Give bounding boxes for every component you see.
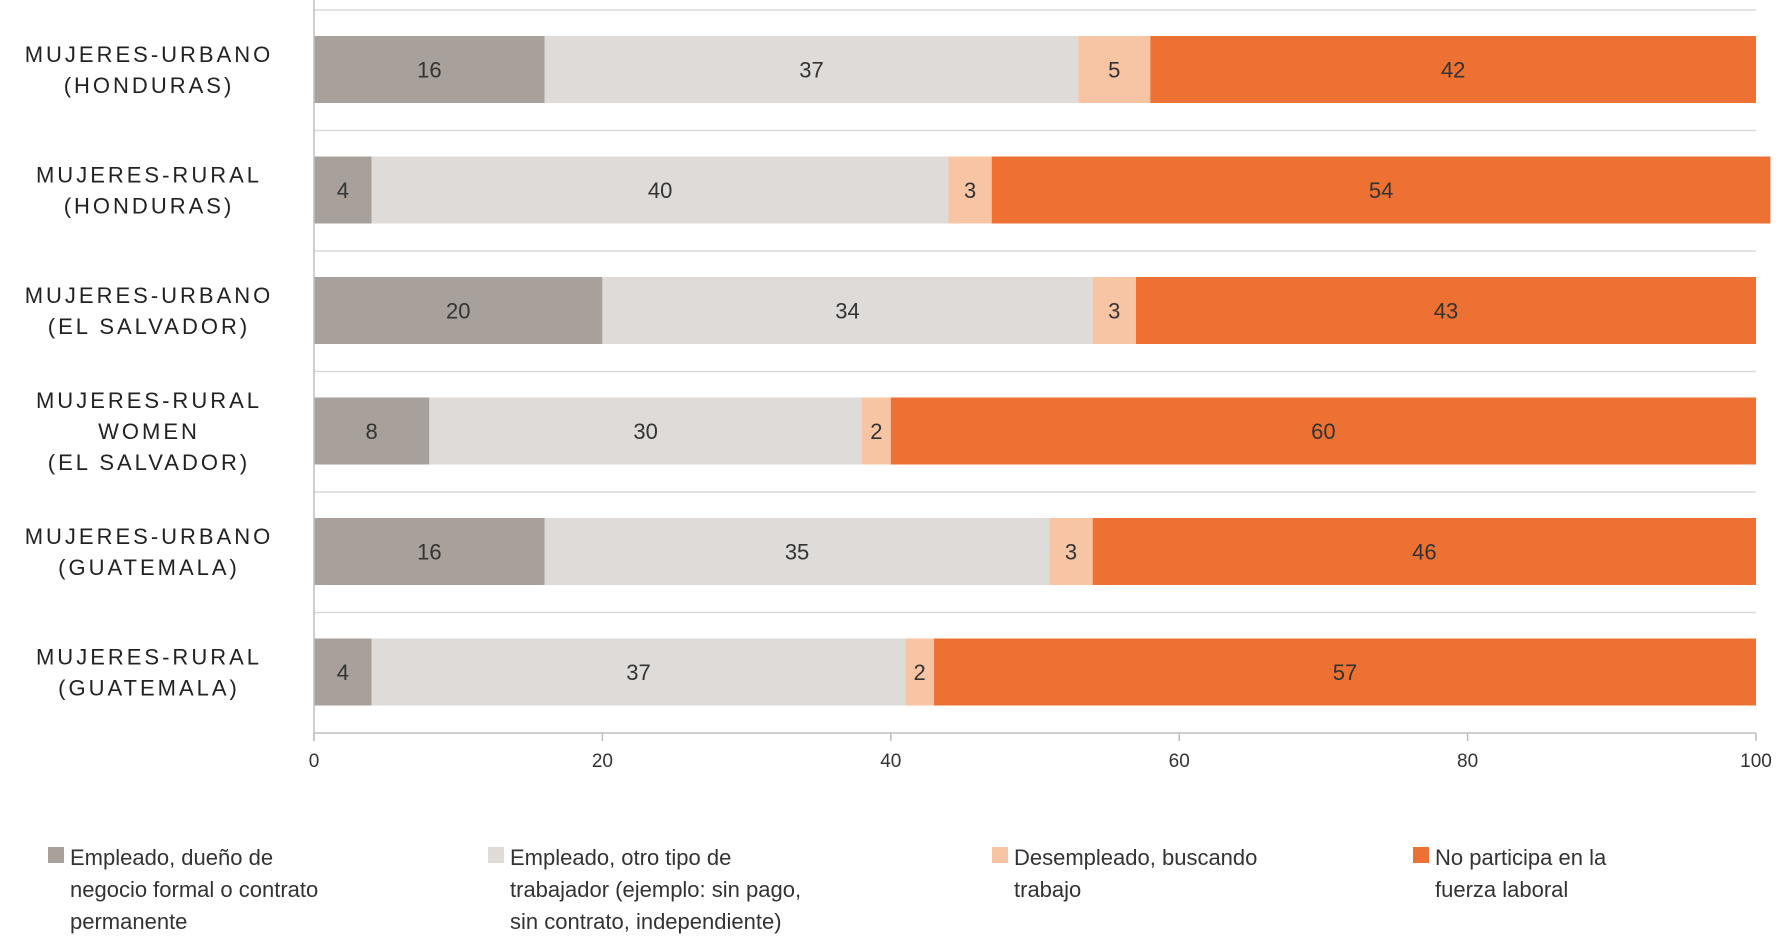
category-label: (EL SALVADOR) bbox=[48, 450, 250, 475]
legend-swatch bbox=[48, 847, 64, 863]
category-label: MUJERES-RURAL bbox=[36, 163, 262, 188]
data-label: 43 bbox=[1434, 299, 1458, 324]
legend-label: Empleado, otro tipo de trabajador (ejemp… bbox=[510, 845, 802, 934]
data-label: 4 bbox=[337, 178, 349, 203]
category-label: (GUATEMALA) bbox=[58, 555, 240, 580]
data-label: 3 bbox=[964, 178, 976, 203]
data-labels: 16 37 5 42 4 40 3 54 20 34 3 43 8 30 2 60 16 35 3 46 4 37 2 57 bbox=[337, 58, 1466, 686]
x-tick-label: 40 bbox=[880, 751, 901, 772]
bar-segment bbox=[1078, 36, 1151, 103]
bar-segment bbox=[314, 277, 603, 344]
data-label: 5 bbox=[1108, 58, 1120, 83]
x-tick-label: 60 bbox=[1169, 751, 1190, 772]
legend-item: No participa en la fuerza laboral bbox=[1413, 842, 1606, 906]
legend-label: No participa en la fuerza laboral bbox=[1435, 845, 1607, 902]
data-label: 4 bbox=[337, 660, 349, 685]
data-label: 34 bbox=[835, 299, 859, 324]
category-label: MUJERES-URBANO bbox=[25, 42, 274, 67]
legend-label: Empleado, dueño de negocio formal o cont… bbox=[70, 845, 319, 934]
data-label: 3 bbox=[1108, 299, 1120, 324]
bar-segment bbox=[314, 638, 372, 706]
bar-segment bbox=[1049, 518, 1093, 585]
bar-segment bbox=[371, 638, 906, 706]
x-tick-label: 80 bbox=[1457, 751, 1478, 772]
bar-segment bbox=[314, 156, 372, 224]
category-label: MUJERES-RURAL bbox=[36, 388, 262, 413]
bar-segment bbox=[890, 397, 1756, 465]
legend-swatch bbox=[992, 847, 1008, 863]
bar-segment bbox=[905, 638, 935, 706]
bar-segment bbox=[861, 397, 891, 465]
data-label: 46 bbox=[1412, 540, 1436, 565]
legend-item: Empleado, dueño de negocio formal o cont… bbox=[48, 842, 318, 938]
data-label: 37 bbox=[626, 660, 650, 685]
category-label: (GUATEMALA) bbox=[58, 676, 240, 701]
gridlines bbox=[314, 9, 1756, 614]
data-label: 2 bbox=[914, 660, 926, 685]
data-label: 20 bbox=[446, 299, 470, 324]
data-label: 35 bbox=[785, 540, 809, 565]
data-label: 42 bbox=[1441, 58, 1465, 83]
data-label: 37 bbox=[799, 58, 823, 83]
legend-item: Desempleado, buscando trabajo bbox=[992, 842, 1257, 906]
bar-segment bbox=[429, 397, 862, 465]
bar-segment bbox=[602, 277, 1093, 344]
data-label: 8 bbox=[366, 419, 378, 444]
bars bbox=[314, 36, 1771, 706]
data-label: 54 bbox=[1369, 178, 1393, 203]
category-label: (HONDURAS) bbox=[64, 73, 235, 98]
legend-label: Desempleado, buscando trabajo bbox=[1014, 845, 1258, 902]
data-label: 57 bbox=[1333, 660, 1357, 685]
bar-segment bbox=[314, 518, 545, 585]
bar-segment bbox=[314, 36, 545, 103]
data-label: 3 bbox=[1065, 540, 1077, 565]
bar-segment bbox=[991, 156, 1771, 224]
category-label: MUJERES-RURAL bbox=[36, 645, 262, 670]
x-tick-label: 100 bbox=[1740, 751, 1772, 772]
category-label: (EL SALVADOR) bbox=[48, 314, 250, 339]
bar-segment bbox=[314, 397, 430, 465]
legend: Empleado, dueño de negocio formal o cont… bbox=[0, 842, 1787, 942]
data-label: 40 bbox=[648, 178, 672, 203]
data-label: 30 bbox=[633, 419, 657, 444]
x-axis: 0 20 40 60 80 100 bbox=[309, 0, 1772, 772]
legend-item: Empleado, otro tipo de trabajador (ejemp… bbox=[488, 842, 801, 938]
data-label: 16 bbox=[417, 58, 441, 83]
category-label: (HONDURAS) bbox=[64, 194, 235, 219]
category-label: MUJERES-URBANO bbox=[25, 283, 274, 308]
x-tick-label: 0 bbox=[309, 751, 320, 772]
category-label: MUJERES-URBANO bbox=[25, 524, 274, 549]
legend-swatch bbox=[1413, 847, 1429, 863]
category-labels: MUJERES-URBANO (HONDURAS) MUJERES-RURAL (HO… bbox=[25, 42, 274, 701]
data-label: 60 bbox=[1311, 419, 1335, 444]
bar-segment bbox=[1135, 277, 1756, 344]
legend-swatch bbox=[488, 847, 504, 863]
bar-segment bbox=[544, 36, 1079, 103]
bar-segment bbox=[1092, 277, 1136, 344]
x-tick-label: 20 bbox=[592, 751, 613, 772]
data-label: 16 bbox=[417, 540, 441, 565]
category-label: WOMEN bbox=[98, 419, 200, 444]
bar-segment bbox=[934, 638, 1756, 706]
bar-segment bbox=[371, 156, 949, 224]
bar-segment bbox=[544, 518, 1050, 585]
bar-segment bbox=[1092, 518, 1756, 585]
data-label: 2 bbox=[870, 419, 882, 444]
bar-segment bbox=[1150, 36, 1756, 103]
bar-segment bbox=[948, 156, 992, 224]
